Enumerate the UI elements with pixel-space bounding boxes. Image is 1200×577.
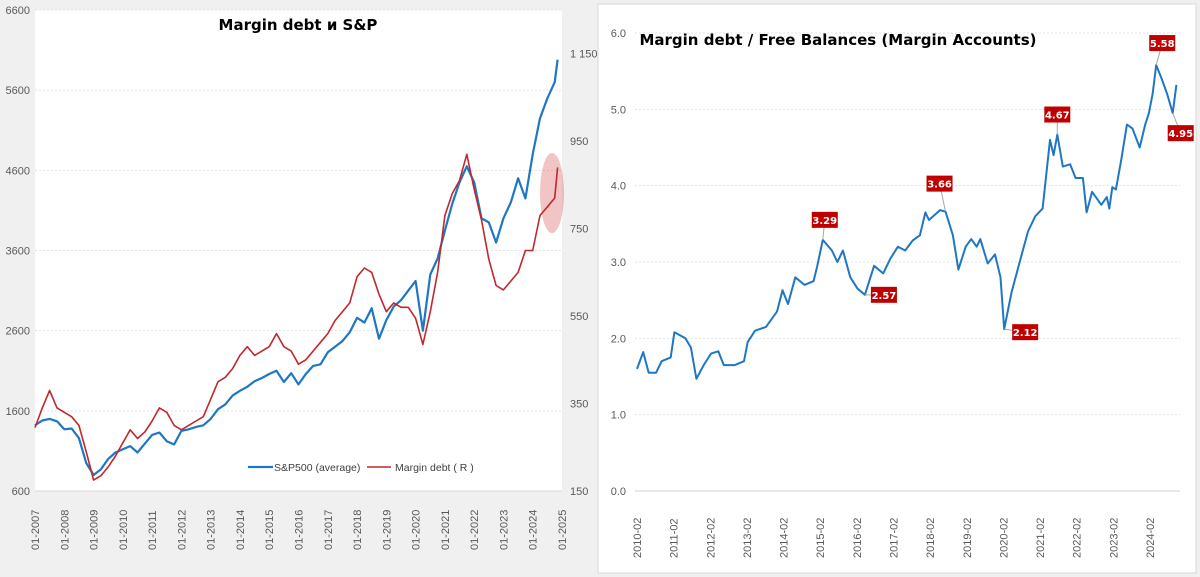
x-tick-label: 01-2023 bbox=[498, 510, 510, 550]
x-tick-label: 01-2024 bbox=[528, 510, 540, 550]
x-tick-label: 2016-02 bbox=[852, 518, 864, 558]
x-tick-label: 01-2012 bbox=[176, 510, 188, 550]
left-y-tick-label: 5600 bbox=[6, 85, 30, 97]
right-y-tick-label: 1 150 bbox=[570, 49, 598, 61]
x-tick-label: 2019-02 bbox=[962, 518, 974, 558]
x-tick-label: 01-2017 bbox=[323, 510, 335, 550]
x-tick-label: 2011-02 bbox=[669, 518, 681, 558]
x-tick-label: 01-2019 bbox=[381, 510, 393, 550]
data-label: 4.95 bbox=[1168, 129, 1193, 140]
left-y-tick-label: 1600 bbox=[6, 406, 30, 418]
legend-label-margin-debt: Margin debt ( R ) bbox=[395, 462, 474, 474]
x-tick-label: 2022-02 bbox=[1072, 518, 1084, 558]
x-tick-label: 2020-02 bbox=[998, 518, 1010, 558]
data-label-box bbox=[926, 175, 953, 192]
left-y-tick-label: 6600 bbox=[6, 5, 30, 17]
legend-label-sp500: S&P500 (average) bbox=[274, 462, 360, 474]
x-tick-label: 01-2011 bbox=[147, 510, 159, 550]
x-tick-label: 01-2010 bbox=[118, 510, 130, 550]
data-label-box bbox=[1149, 35, 1176, 52]
data-label-box bbox=[1167, 125, 1194, 142]
x-tick-label: 01-2020 bbox=[411, 510, 423, 550]
left-y-tick-label: 2600 bbox=[6, 326, 30, 338]
x-tick-label: 01-2022 bbox=[469, 510, 481, 550]
right-y-tick-label: 350 bbox=[570, 399, 588, 411]
right-panel-background bbox=[597, 3, 1197, 574]
data-label: 3.29 bbox=[812, 216, 837, 227]
x-tick-label: 2023-02 bbox=[1108, 518, 1120, 558]
data-label-box bbox=[1012, 324, 1039, 341]
y-tick-label: 1.0 bbox=[611, 410, 626, 422]
data-label: 4.67 bbox=[1045, 111, 1070, 122]
x-tick-label: 01-2025 bbox=[557, 510, 569, 550]
margin-debt-line bbox=[34, 153, 559, 481]
right-y-tick-label: 150 bbox=[570, 486, 588, 498]
data-label: 5.58 bbox=[1150, 39, 1175, 50]
sp500-line bbox=[34, 59, 559, 477]
y-tick-label: 4.0 bbox=[611, 181, 626, 193]
y-tick-label: 5.0 bbox=[611, 104, 626, 116]
data-label: 2.12 bbox=[1013, 328, 1038, 339]
data-label: 3.66 bbox=[927, 180, 952, 191]
x-tick-label: 01-2021 bbox=[440, 510, 452, 550]
left-y-tick-label: 600 bbox=[12, 486, 30, 498]
y-tick-label: 3.0 bbox=[611, 257, 626, 269]
y-tick-label: 6.0 bbox=[611, 28, 626, 40]
x-tick-label: 2015-02 bbox=[815, 518, 827, 558]
x-tick-label: 01-2009 bbox=[89, 510, 101, 550]
y-tick-label: 2.0 bbox=[611, 333, 626, 345]
x-tick-label: 2013-02 bbox=[742, 518, 754, 558]
x-tick-label: 01-2008 bbox=[59, 510, 71, 550]
legend: S&P500 (average) Margin debt ( R ) bbox=[248, 462, 474, 474]
x-tick-label: 2012-02 bbox=[705, 518, 717, 558]
left-y-tick-label: 3600 bbox=[6, 246, 30, 258]
x-tick-label: 2018-02 bbox=[925, 518, 937, 558]
right-y-tick-label: 950 bbox=[570, 136, 588, 148]
x-tick-label: 01-2018 bbox=[352, 510, 364, 550]
x-tick-label: 01-2016 bbox=[294, 510, 306, 550]
right-y-tick-label: 750 bbox=[570, 224, 588, 236]
left-y-tick-label: 4600 bbox=[6, 165, 30, 177]
data-label-box bbox=[1044, 106, 1071, 123]
left-plot-background bbox=[35, 10, 562, 491]
x-tick-label: 01-2014 bbox=[235, 510, 247, 550]
ratio-line bbox=[636, 64, 1178, 380]
y-tick-label: 0.0 bbox=[611, 486, 626, 498]
data-label-box bbox=[811, 211, 838, 228]
left-chart-title: Margin debt и S&P bbox=[219, 16, 378, 34]
x-tick-label: 01-2015 bbox=[264, 510, 276, 550]
x-tick-label: 2010-02 bbox=[632, 518, 644, 558]
x-tick-label: 01-2013 bbox=[206, 510, 218, 550]
x-tick-label: 2017-02 bbox=[889, 518, 901, 558]
x-tick-label: 01-2007 bbox=[30, 510, 42, 550]
x-tick-label: 2021-02 bbox=[1035, 518, 1047, 558]
right-y-tick-label: 550 bbox=[570, 311, 588, 323]
x-tick-label: 2014-02 bbox=[779, 518, 791, 558]
highlight-ellipse bbox=[540, 153, 564, 233]
x-tick-label: 2024-02 bbox=[1145, 518, 1157, 558]
data-label-box bbox=[870, 286, 897, 303]
data-label: 2.57 bbox=[872, 291, 897, 302]
right-chart-title: Margin debt / Free Balances (Margin Acco… bbox=[639, 31, 1036, 49]
